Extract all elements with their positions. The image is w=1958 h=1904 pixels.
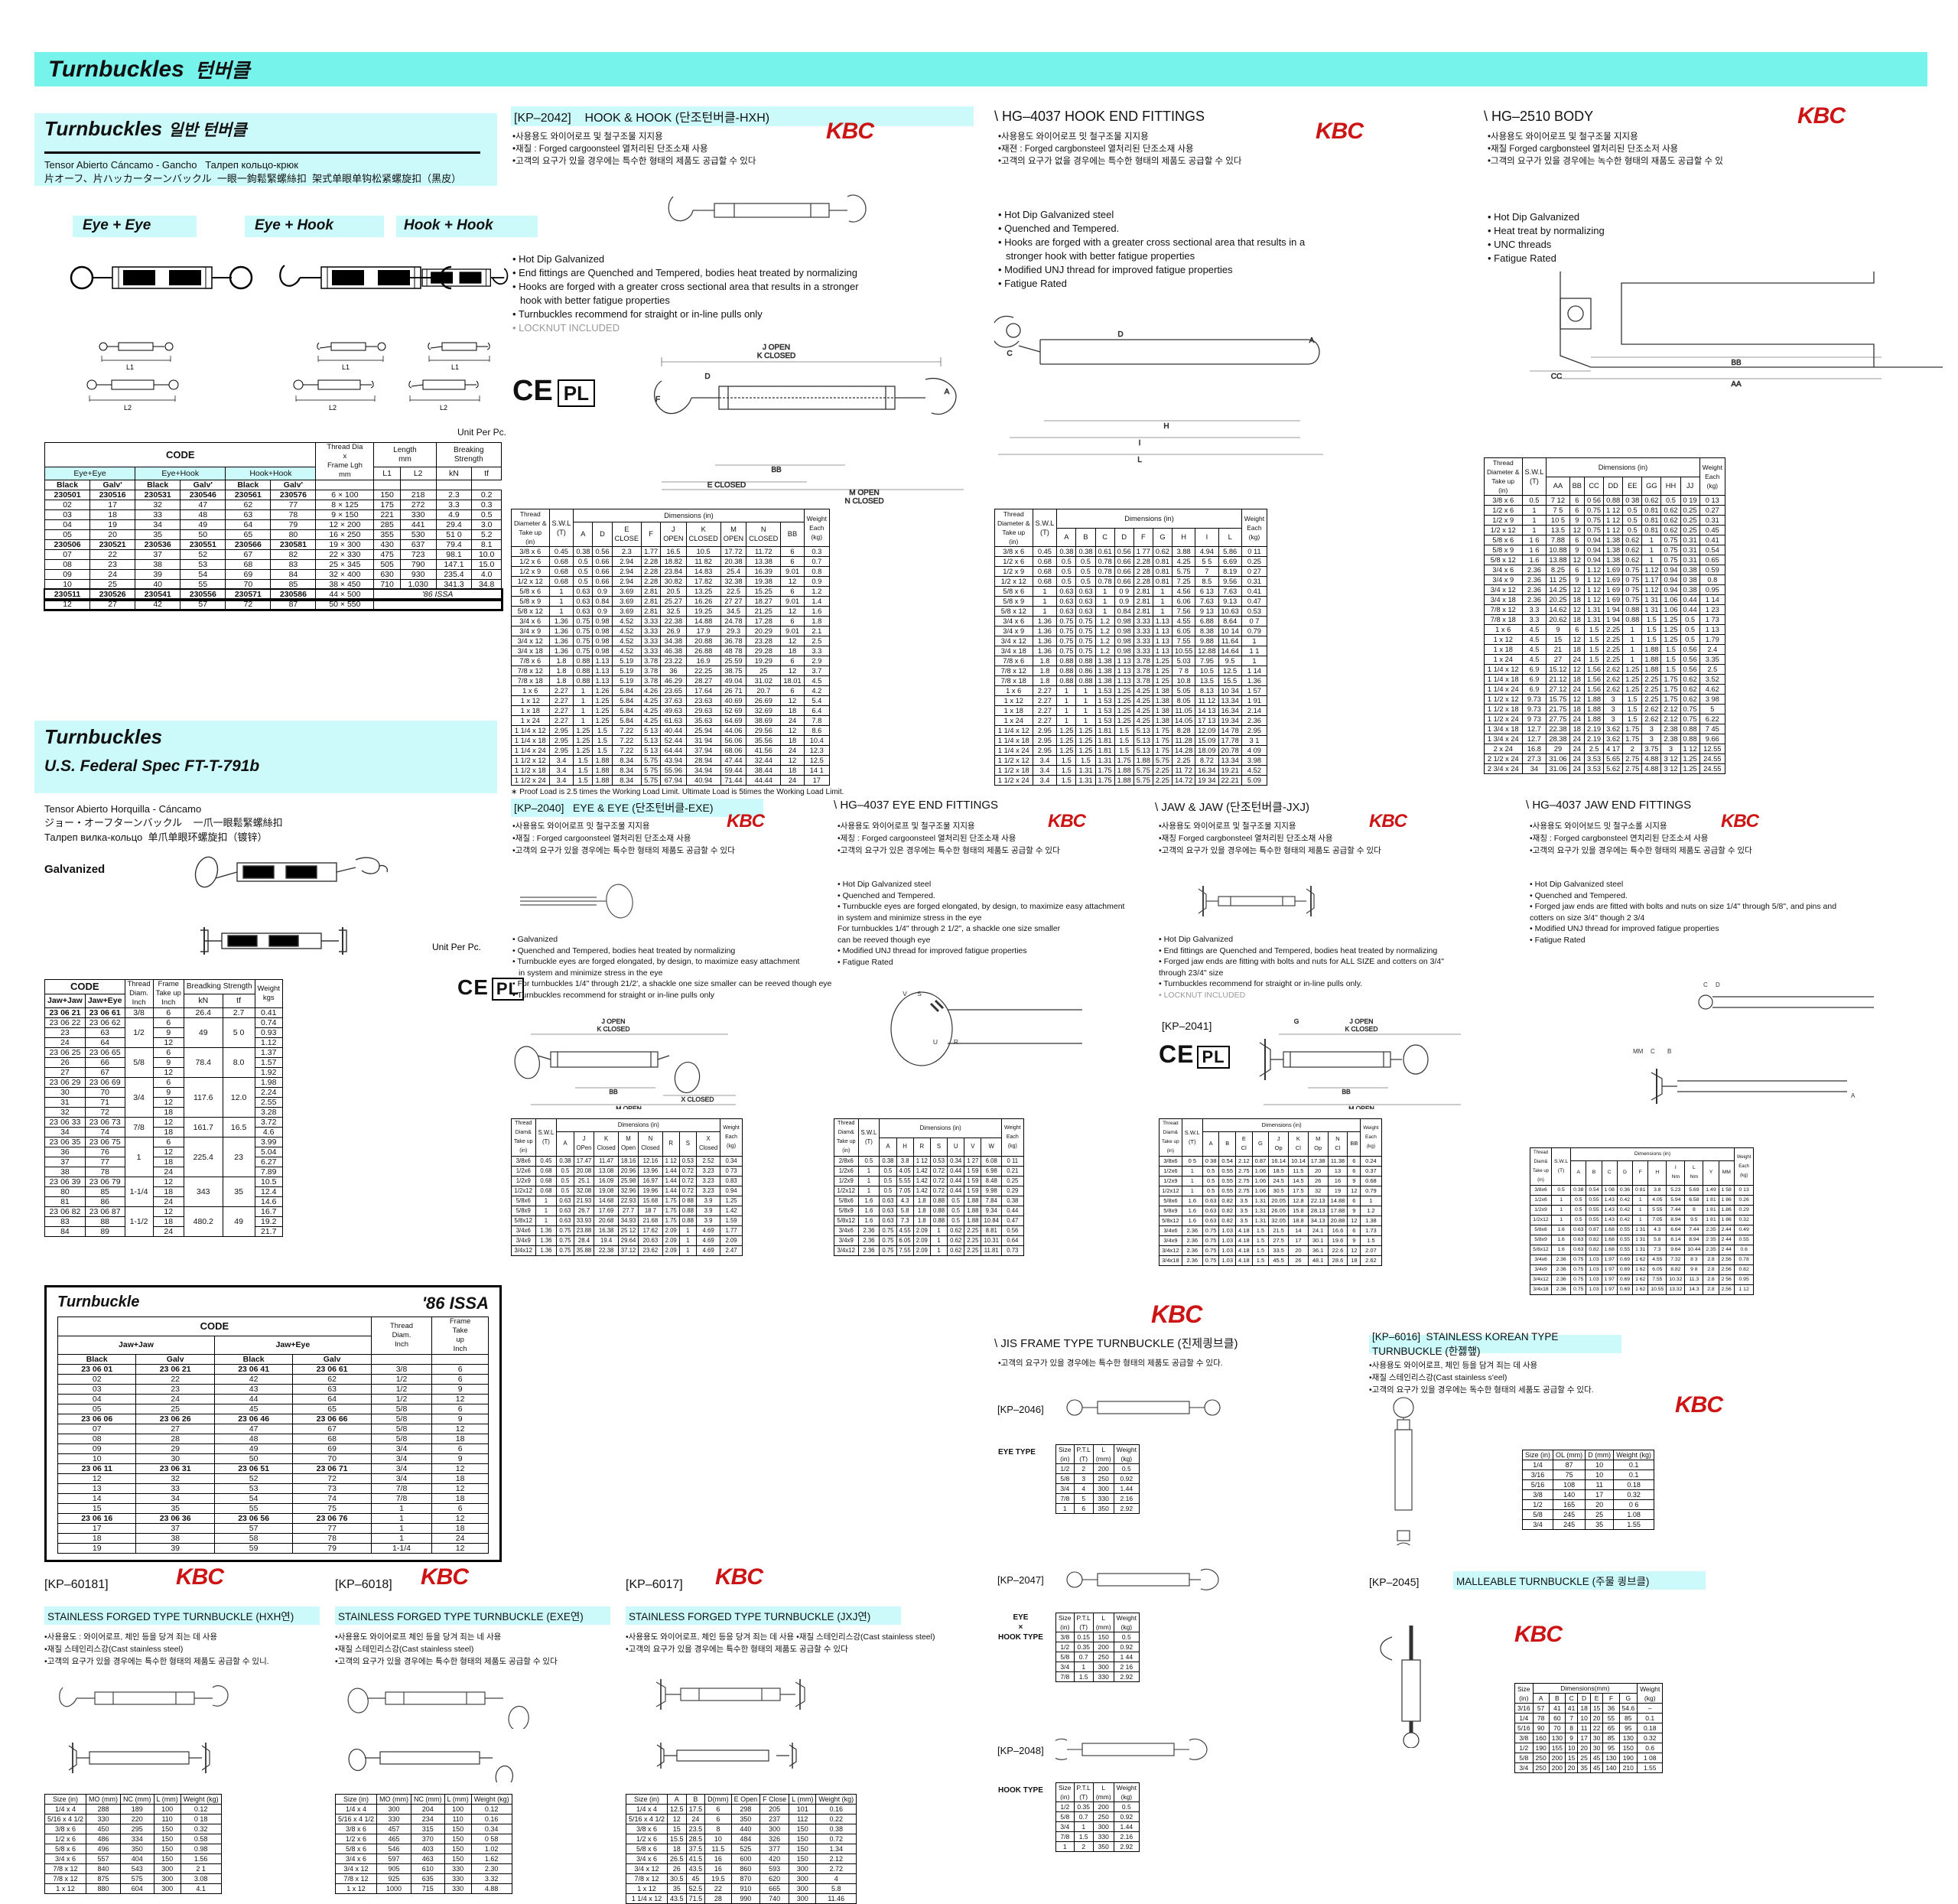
svg-text:M OPEN: M OPEN [616,1105,642,1109]
svg-text:A: A [1851,1092,1856,1099]
svg-text:MM: MM [1633,1048,1644,1055]
svg-text:BB: BB [771,466,782,474]
svg-text:D: D [1716,981,1720,988]
svg-text:Unit Per Pc.: Unit Per Pc. [432,942,481,952]
svg-text:L1: L1 [126,363,134,371]
svg-text:L2: L2 [124,404,132,412]
svg-text:J OPEN: J OPEN [602,1017,626,1025]
svg-text:A: A [1309,337,1315,345]
svg-text:N CLOSED: N CLOSED [844,497,883,506]
svg-text:B: B [1667,1048,1671,1055]
svg-text:X CLOSED: X CLOSED [681,1095,714,1103]
svg-text:K CLOSED: K CLOSED [597,1025,630,1033]
svg-text:U: U [933,1038,938,1046]
svg-text:D: D [704,373,710,381]
svg-text:R: R [954,1038,958,1046]
svg-text:M OPEN: M OPEN [1348,1105,1374,1109]
svg-text:M OPEN: M OPEN [849,489,879,497]
svg-text:L2: L2 [329,404,337,412]
svg-text:H: H [1163,422,1169,431]
svg-text:L1: L1 [451,363,459,371]
svg-text:BB: BB [609,1088,618,1095]
svg-text:A: A [945,388,950,396]
svg-text:S: S [917,990,922,998]
svg-text:L2: L2 [440,404,447,412]
svg-text:J OPEN: J OPEN [763,343,790,352]
svg-text:C: C [1007,350,1012,358]
svg-text:F: F [655,395,660,404]
svg-text:K CLOSED: K CLOSED [1345,1025,1378,1033]
svg-text:V: V [903,990,907,998]
svg-text:C: C [1651,1048,1655,1055]
svg-text:C: C [1703,981,1708,988]
svg-text:L: L [1137,456,1142,464]
svg-text:G: G [1294,1017,1299,1025]
svg-text:L1: L1 [342,363,350,371]
svg-text:I: I [1139,439,1141,448]
svg-text:K CLOSED: K CLOSED [757,352,796,360]
svg-text:BB: BB [1342,1088,1351,1095]
svg-text:D: D [1117,330,1123,339]
svg-text:BB: BB [1731,359,1742,367]
svg-text:AA: AA [1731,380,1742,389]
svg-text:J OPEN: J OPEN [1350,1017,1374,1025]
svg-text:CC: CC [1551,373,1562,381]
svg-text:E CLOSED: E CLOSED [707,481,746,490]
